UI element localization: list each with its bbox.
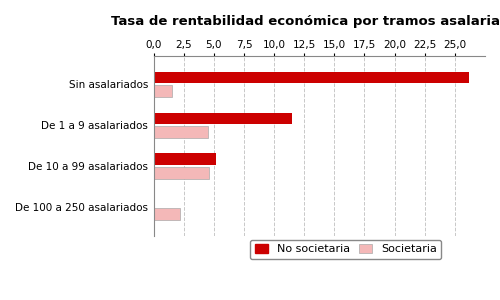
Bar bbox=[154, 153, 216, 165]
Legend: No societaria, Societaria: No societaria, Societaria bbox=[250, 239, 442, 259]
Bar bbox=[154, 167, 209, 178]
Bar bbox=[154, 85, 172, 97]
Title: Tasa de rentabilidad económica por tramos asalariados: Tasa de rentabilidad económica por tramo… bbox=[112, 15, 500, 28]
Bar bbox=[154, 126, 208, 138]
Bar bbox=[154, 112, 292, 124]
Bar bbox=[154, 72, 469, 83]
Bar bbox=[154, 208, 180, 220]
